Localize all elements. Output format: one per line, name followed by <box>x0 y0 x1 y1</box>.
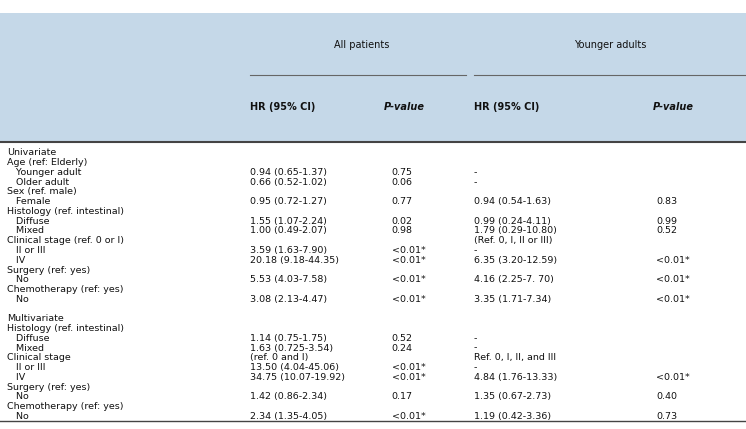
Text: 0.17: 0.17 <box>392 393 413 402</box>
Text: Younger adults: Younger adults <box>574 40 646 50</box>
Text: 0.77: 0.77 <box>392 197 413 206</box>
Text: Histology (ref. intestinal): Histology (ref. intestinal) <box>7 207 125 216</box>
Text: Ref. 0, I, II, and III: Ref. 0, I, II, and III <box>474 353 556 363</box>
Text: No: No <box>7 275 29 284</box>
Text: 4.84 (1.76-13.33): 4.84 (1.76-13.33) <box>474 373 557 382</box>
Text: 0.24: 0.24 <box>392 344 413 353</box>
Text: Surgery (ref: yes): Surgery (ref: yes) <box>7 266 91 275</box>
Text: <0.01*: <0.01* <box>392 275 425 284</box>
Text: 0.99: 0.99 <box>656 217 677 226</box>
Text: 5.53 (4.03-7.58): 5.53 (4.03-7.58) <box>250 275 327 284</box>
Text: Clinical stage (ref. 0 or I): Clinical stage (ref. 0 or I) <box>7 236 125 245</box>
Text: 0.52: 0.52 <box>656 227 677 236</box>
Text: 0.40: 0.40 <box>656 393 677 402</box>
Text: 0.02: 0.02 <box>392 217 413 226</box>
Text: Multivariate: Multivariate <box>7 314 64 323</box>
Text: 0.94 (0.54-1.63): 0.94 (0.54-1.63) <box>474 197 551 206</box>
Text: Mixed: Mixed <box>7 344 45 353</box>
Text: <0.01*: <0.01* <box>392 256 425 265</box>
Text: IV: IV <box>7 256 25 265</box>
Text: Sex (ref. male): Sex (ref. male) <box>7 187 77 196</box>
Text: 0.99 (0.24-4.11): 0.99 (0.24-4.11) <box>474 217 551 226</box>
Text: <0.01*: <0.01* <box>392 246 425 255</box>
Text: 1.35 (0.67-2.73): 1.35 (0.67-2.73) <box>474 393 551 402</box>
Text: <0.01*: <0.01* <box>656 373 690 382</box>
Text: Diffuse: Diffuse <box>7 217 50 226</box>
Text: P-value: P-value <box>384 102 425 112</box>
Text: 3.35 (1.71-7.34): 3.35 (1.71-7.34) <box>474 295 551 304</box>
Text: 1.63 (0.725-3.54): 1.63 (0.725-3.54) <box>250 344 333 353</box>
Text: -: - <box>474 168 477 177</box>
Text: HR (95% CI): HR (95% CI) <box>474 102 539 112</box>
Text: P-value: P-value <box>653 102 694 112</box>
Text: 4.16 (2.25-7. 70): 4.16 (2.25-7. 70) <box>474 275 554 284</box>
Text: <0.01*: <0.01* <box>656 256 690 265</box>
Text: Diffuse: Diffuse <box>7 334 50 343</box>
Text: 1.14 (0.75-1.75): 1.14 (0.75-1.75) <box>250 334 327 343</box>
Text: 13.50 (4.04-45.06): 13.50 (4.04-45.06) <box>250 363 339 372</box>
Text: 0.52: 0.52 <box>392 334 413 343</box>
Text: 3.59 (1.63-7.90): 3.59 (1.63-7.90) <box>250 246 327 255</box>
Text: Age (ref: Elderly): Age (ref: Elderly) <box>7 158 88 167</box>
Text: Surgery (ref: yes): Surgery (ref: yes) <box>7 383 91 392</box>
Text: <0.01*: <0.01* <box>392 373 425 382</box>
Text: 1.55 (1.07-2.24): 1.55 (1.07-2.24) <box>250 217 327 226</box>
Text: Chemotherapy (ref: yes): Chemotherapy (ref: yes) <box>7 402 124 411</box>
Text: 1.19 (0.42-3.36): 1.19 (0.42-3.36) <box>474 412 551 421</box>
Text: <0.01*: <0.01* <box>392 363 425 372</box>
Text: 0.75: 0.75 <box>392 168 413 177</box>
Text: IV: IV <box>7 373 25 382</box>
Text: Younger adult: Younger adult <box>7 168 82 177</box>
Text: 34.75 (10.07-19.92): 34.75 (10.07-19.92) <box>250 373 345 382</box>
Text: All patients: All patients <box>334 40 389 50</box>
Text: Mixed: Mixed <box>7 227 45 236</box>
Text: 0.66 (0.52-1.02): 0.66 (0.52-1.02) <box>250 178 327 187</box>
Text: <0.01*: <0.01* <box>656 275 690 284</box>
Text: II or III: II or III <box>7 363 46 372</box>
Bar <box>0 13 746 142</box>
Text: No: No <box>7 393 29 402</box>
Text: 6.35 (3.20-12.59): 6.35 (3.20-12.59) <box>474 256 557 265</box>
Text: Clinical stage: Clinical stage <box>7 353 71 363</box>
Text: Female: Female <box>7 197 51 206</box>
Text: -: - <box>474 334 477 343</box>
Text: -: - <box>474 344 477 353</box>
Text: -: - <box>474 178 477 187</box>
Text: Chemotherapy (ref: yes): Chemotherapy (ref: yes) <box>7 285 124 294</box>
Text: 0.95 (0.72-1.27): 0.95 (0.72-1.27) <box>250 197 327 206</box>
Text: 0.73: 0.73 <box>656 412 677 421</box>
Text: II or III: II or III <box>7 246 46 255</box>
Text: 0.98: 0.98 <box>392 227 413 236</box>
Text: 3.08 (2.13-4.47): 3.08 (2.13-4.47) <box>250 295 327 304</box>
Text: No: No <box>7 412 29 421</box>
Text: <0.01*: <0.01* <box>392 412 425 421</box>
Text: HR (95% CI): HR (95% CI) <box>250 102 316 112</box>
Text: 0.06: 0.06 <box>392 178 413 187</box>
Text: Older adult: Older adult <box>7 178 69 187</box>
Text: Histology (ref. intestinal): Histology (ref. intestinal) <box>7 324 125 333</box>
Text: 0.94 (0.65-1.37): 0.94 (0.65-1.37) <box>250 168 327 177</box>
Text: 1.79 (0.29-10.80): 1.79 (0.29-10.80) <box>474 227 557 236</box>
Text: No: No <box>7 295 29 304</box>
Text: (ref. 0 and I): (ref. 0 and I) <box>250 353 308 363</box>
Text: Univariate: Univariate <box>7 148 57 157</box>
Text: <0.01*: <0.01* <box>392 295 425 304</box>
Text: <0.01*: <0.01* <box>656 295 690 304</box>
Text: -: - <box>474 363 477 372</box>
Text: 20.18 (9.18-44.35): 20.18 (9.18-44.35) <box>250 256 339 265</box>
Text: (Ref. 0, I, II or III): (Ref. 0, I, II or III) <box>474 236 552 245</box>
Text: 0.83: 0.83 <box>656 197 677 206</box>
Text: 2.34 (1.35-4.05): 2.34 (1.35-4.05) <box>250 412 327 421</box>
Text: 1.00 (0.49-2.07): 1.00 (0.49-2.07) <box>250 227 327 236</box>
Text: -: - <box>474 246 477 255</box>
Text: 1.42 (0.86-2.34): 1.42 (0.86-2.34) <box>250 393 327 402</box>
